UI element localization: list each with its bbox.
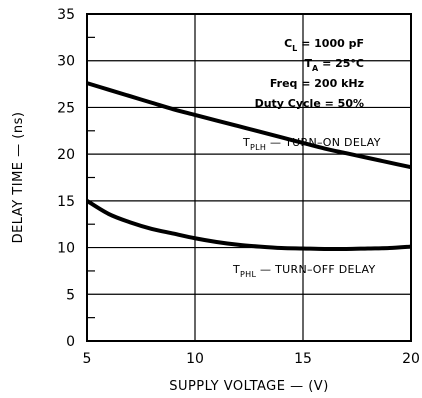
- condition-line: CL = 1000 pF: [284, 37, 364, 53]
- y-tick-label: 35: [57, 7, 75, 23]
- tphl-label: TPHL — TURN–OFF DELAY: [232, 263, 375, 279]
- condition-line: Freq = 200 kHz: [270, 77, 364, 90]
- y-tick-label: 20: [57, 147, 75, 163]
- series-labels: TPLH — TURN–ON DELAY TPHL — TURN–OFF DELA…: [232, 136, 381, 279]
- tphl-curve: [85, 199, 412, 252]
- y-tick-label: 10: [57, 241, 75, 257]
- data-curves: [85, 81, 412, 252]
- grid-lines: [87, 14, 411, 341]
- y-tick-label: 0: [66, 334, 75, 350]
- x-axis-label: SUPPLY VOLTAGE — (V): [169, 379, 329, 394]
- y-tick-label: 25: [57, 100, 75, 116]
- x-tick-label: 15: [294, 351, 312, 367]
- y-tick-labels: 0 5 10 15 20 25 30 35: [57, 7, 75, 350]
- y-tick-label: 5: [66, 287, 75, 303]
- x-tick-label: 5: [83, 351, 92, 367]
- x-tick-label: 20: [402, 351, 420, 367]
- tplh-label: TPLH — TURN–ON DELAY: [242, 136, 381, 152]
- condition-line: TA = 25°C: [305, 57, 364, 73]
- y-axis-label: DELAY TIME — (ns): [11, 112, 26, 244]
- y-tick-label: 15: [57, 194, 75, 210]
- condition-line: Duty Cycle = 50%: [255, 97, 364, 110]
- test-conditions: CL = 1000 pF TA = 25°C Freq = 200 kHz Duty …: [255, 37, 364, 110]
- tplh-curve: [86, 81, 412, 170]
- x-tick-label: 10: [186, 351, 204, 367]
- y-tick-label: 30: [57, 54, 75, 70]
- plot-frame: [86, 13, 412, 342]
- x-tick-labels: 5 10 15 20: [83, 351, 420, 367]
